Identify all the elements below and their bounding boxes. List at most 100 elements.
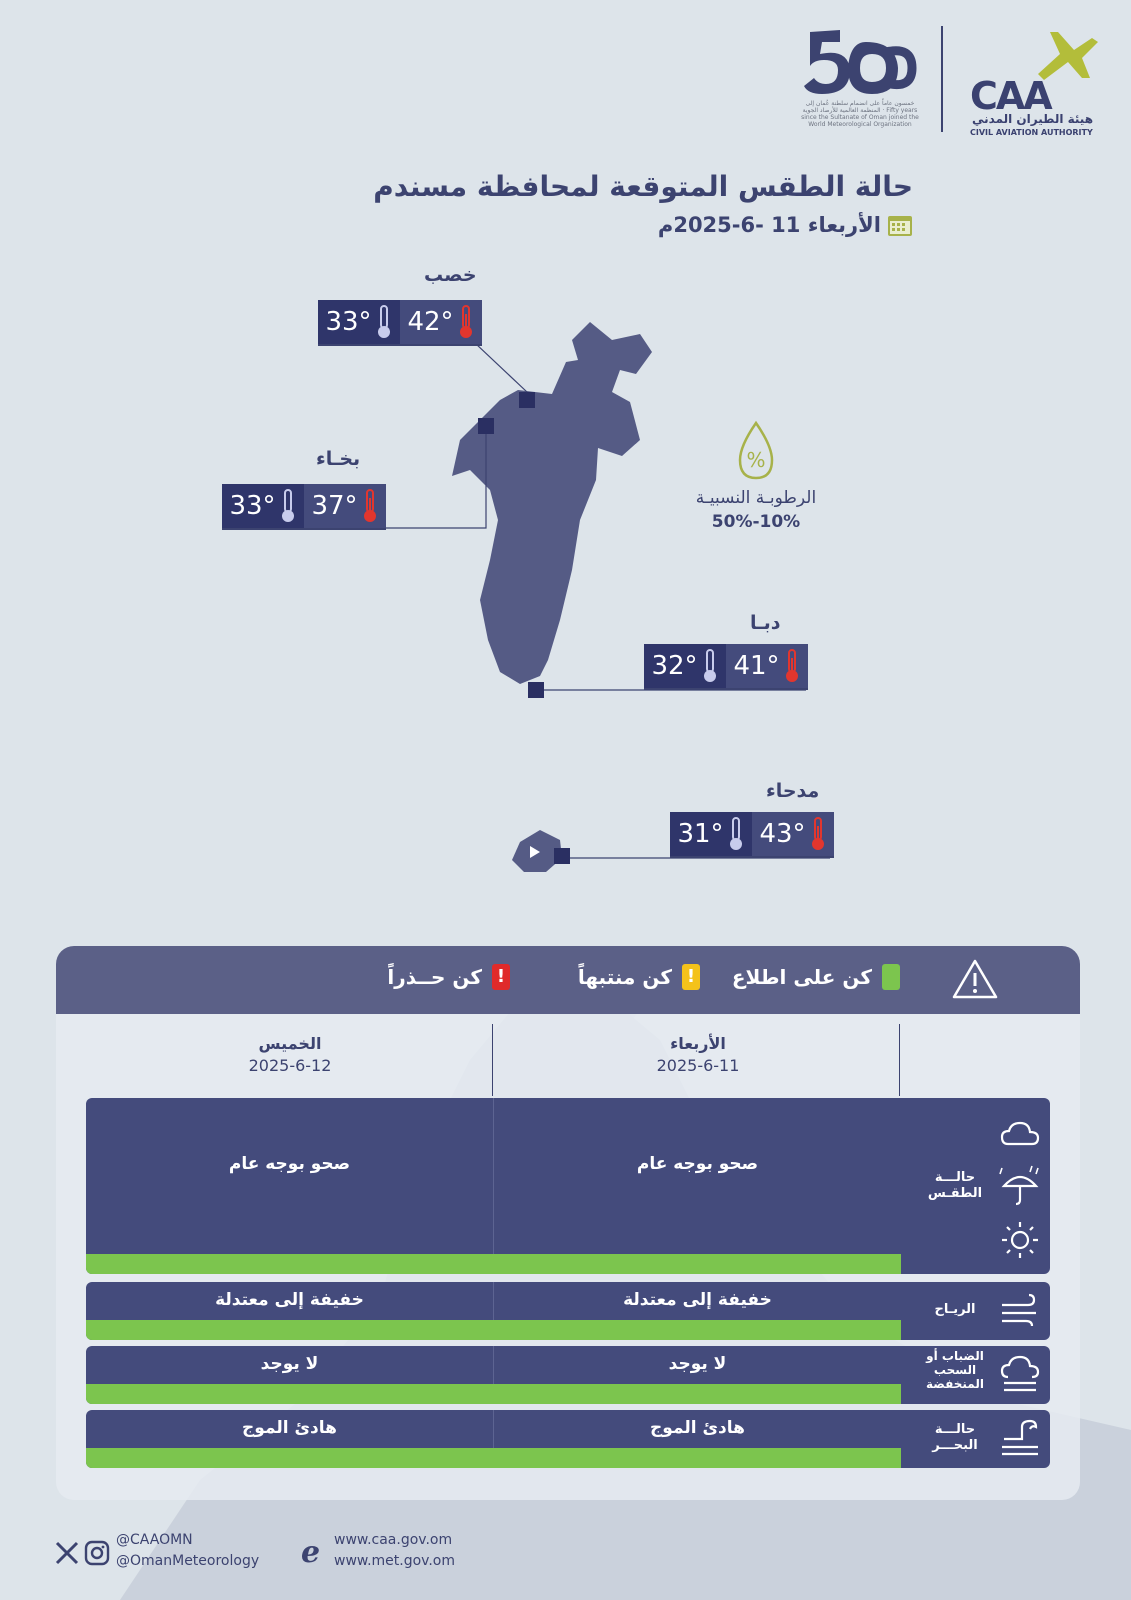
wind-day1: خفيفة إلى معتدلة (623, 1290, 772, 1310)
sun-icon (1002, 1222, 1038, 1258)
row-fog: لا يوجد لا يوجد الضباب أو السحب المنخفضة (86, 1346, 1050, 1404)
legend-info-label: كن على اطلاع (731, 965, 872, 989)
instagram-icon[interactable] (84, 1540, 110, 1566)
cloud-icon (1000, 1121, 1040, 1146)
thermometer-hot-icon (363, 489, 376, 522)
high-temp: 43° (752, 812, 834, 856)
social-handle-met[interactable]: @OmanMeteorology (116, 1553, 260, 1569)
svg-text:%: % (746, 448, 765, 472)
forecast-date-text: الأربعاء 11 -6-2025م (657, 213, 881, 237)
weather-day1: صحو بوجه عام (636, 1154, 759, 1174)
musandam-landmass (452, 322, 652, 684)
wind-day2: خفيفة إلى معتدلة (215, 1290, 364, 1310)
umbrella-rain-icon (999, 1165, 1039, 1206)
legend-green-square (882, 964, 900, 990)
legend-alert-label: كن منتبهاً (577, 965, 672, 989)
legend-alert: ! كن منتبهاً (578, 964, 700, 990)
row-separator (493, 1282, 494, 1320)
social-handles: @CAAOMN @OmanMeteorology (116, 1530, 259, 1572)
day-name: الخميس (258, 1034, 322, 1053)
legend-bar: كن على اطلاع ! كن منتبهاً ! كن حــذراً (56, 946, 1080, 1014)
temp-box-khasab: 33° 42° (318, 300, 482, 346)
day-date: 2025-6-12 (248, 1056, 332, 1075)
low-temp: 33° (222, 484, 304, 528)
high-temp-value: 43° (759, 819, 806, 849)
websites: www.caa.gov.om www.met.gov.om (334, 1530, 455, 1572)
legend-warning: ! كن حــذراً (387, 964, 510, 990)
forecast-date: الأربعاء 11 -6-2025م (658, 213, 913, 237)
sea-day1: هادئ الموج (650, 1418, 745, 1438)
humidity-value: 50%-10% (711, 512, 801, 532)
city-name-madha: مدحاء (766, 780, 820, 802)
low-temp: 32° (644, 644, 726, 688)
fog-day2: لا يوجد (260, 1354, 319, 1374)
fifty-logo-caption: خمسون عاماً على انضمام سلطنة عُمان إلى ا… (801, 100, 919, 128)
calendar-icon (888, 216, 912, 236)
temp-box-madha: 31° 43° (670, 812, 834, 858)
musandam-map (222, 322, 830, 872)
row-separator (493, 1098, 494, 1254)
row-sea-state: هادئ الموج هادئ الموج حالـــة البحـــر (86, 1410, 1050, 1468)
humidity-label: الرطوبـة النسبيـة (695, 488, 817, 508)
day-header-wednesday: الأربعاء 2025-6-11 (548, 1034, 848, 1075)
day-date: 2025-6-11 (656, 1056, 740, 1075)
row-wind: خفيفة إلى معتدلة خفيفة إلى معتدلة الريـا… (86, 1282, 1050, 1340)
column-separator (899, 1024, 900, 1096)
thermometer-hot-icon (811, 817, 824, 850)
legend-yellow-exclamation-icon: ! (682, 964, 700, 990)
page-title: حالة الطقس المتوقعة لمحافظة مسندم (373, 170, 913, 203)
thermometer-cold-icon (729, 817, 742, 850)
caa-name-arabic: هيئة الطيران المدني (972, 112, 1094, 126)
website-met[interactable]: www.met.gov.om (334, 1553, 456, 1569)
low-temp-value: 33° (325, 307, 372, 337)
thermometer-cold-icon (281, 489, 294, 522)
low-temp-value: 32° (651, 651, 698, 681)
percent-drop-icon: % (738, 420, 774, 480)
low-temp-value: 31° (677, 819, 724, 849)
fifty-logo-icon (804, 30, 917, 94)
high-temp: 37° (304, 484, 386, 528)
weather-day2: صحو بوجه عام (228, 1154, 351, 1174)
fifty-years-logo: خمسون عاماً على انضمام سلطنة عُمان إلى ا… (800, 22, 920, 132)
web-browser-icon: e (301, 1536, 320, 1566)
day-header-thursday: الخميس 2025-6-12 (140, 1034, 440, 1075)
thermometer-hot-icon (459, 305, 472, 338)
high-temp: 41° (726, 644, 808, 688)
row-weather-condition: صحو بوجه عام صحو بوجه عام حالـــة الطقـس (86, 1098, 1050, 1274)
legend-info: كن على اطلاع (732, 964, 900, 990)
wind-icon (1002, 1293, 1036, 1327)
forecast-panel: كن على اطلاع ! كن منتبهاً ! كن حــذراً ا… (56, 946, 1080, 1500)
status-bar-green (86, 1320, 901, 1340)
temp-box-bukha: 33° 37° (222, 484, 386, 530)
thermometer-cold-icon (377, 305, 390, 338)
caa-name-english: CIVIL AVIATION AUTHORITY (970, 128, 1093, 137)
row-label: حالـــة الطقـس (927, 1170, 983, 1201)
fog-icon (1000, 1355, 1040, 1392)
sea-day2: هادئ الموج (242, 1418, 337, 1438)
row-label: الضباب أو السحب المنخفضة (926, 1349, 984, 1391)
x-twitter-icon[interactable] (54, 1540, 80, 1566)
social-handle-caa[interactable]: @CAAOMN (116, 1532, 193, 1548)
city-name-bukha: بخـاء (316, 448, 361, 470)
column-separator (492, 1024, 493, 1096)
day-name: الأربعاء (670, 1034, 726, 1053)
status-bar-green (86, 1254, 901, 1274)
high-temp-value: 37° (311, 491, 358, 521)
city-name-dibba: دبـا (750, 612, 781, 634)
row-label: حالـــة البحـــر (932, 1422, 978, 1453)
legend-warning-label: كن حــذراً (387, 965, 482, 989)
low-temp: 31° (670, 812, 752, 856)
row-label: الريـاح (934, 1302, 976, 1317)
row-separator (493, 1410, 494, 1448)
humidity-block: % الرطوبـة النسبيـة 50%-10% (676, 420, 836, 532)
logo-divider (941, 26, 943, 132)
thermometer-hot-icon (785, 649, 798, 682)
airplane-icon (1038, 32, 1098, 80)
caa-logo: CAA هيئة الطيران المدني CIVIL AVIATION A… (960, 30, 1110, 140)
website-caa[interactable]: www.caa.gov.om (334, 1532, 453, 1548)
fog-day1: لا يوجد (668, 1354, 727, 1374)
status-bar-green (86, 1448, 901, 1468)
thermometer-cold-icon (703, 649, 716, 682)
legend-red-exclamation-icon: ! (492, 964, 510, 990)
city-name-khasab: خصب (424, 264, 477, 286)
